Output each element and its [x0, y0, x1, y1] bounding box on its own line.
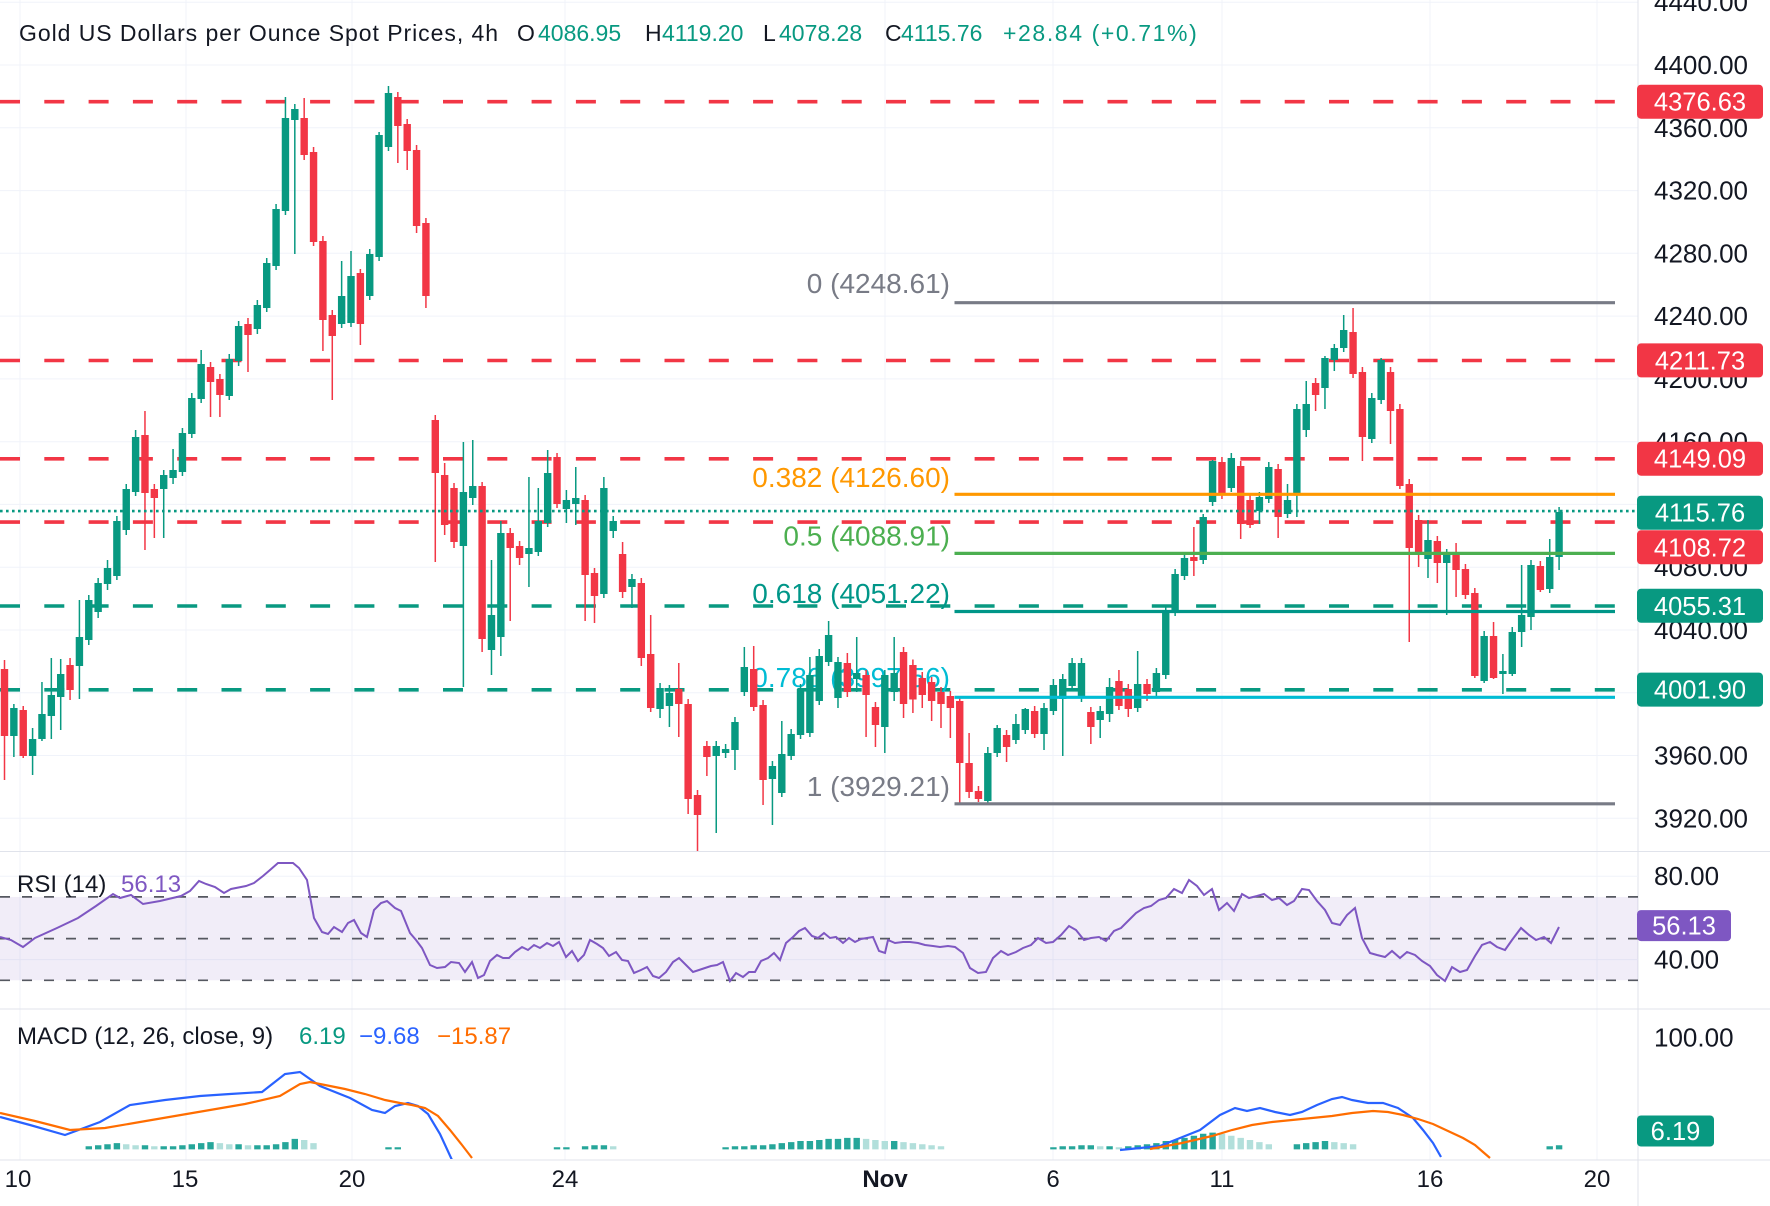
svg-text:C: C	[885, 20, 902, 46]
svg-text:11: 11	[1210, 1166, 1235, 1193]
svg-text:4001.90: 4001.90	[1654, 677, 1746, 705]
svg-text:3960.00: 3960.00	[1654, 741, 1748, 771]
svg-text:−15.87: −15.87	[437, 1023, 511, 1050]
svg-text:1 (3929.21): 1 (3929.21)	[807, 771, 950, 802]
svg-text:Nov: Nov	[862, 1166, 908, 1193]
svg-text:4400.00: 4400.00	[1654, 50, 1748, 80]
svg-text:4376.63: 4376.63	[1654, 89, 1746, 117]
svg-text:4108.72: 4108.72	[1654, 534, 1746, 562]
svg-text:15: 15	[172, 1166, 199, 1193]
svg-text:−9.68: −9.68	[359, 1023, 420, 1050]
svg-text:4119.20: 4119.20	[662, 20, 743, 46]
svg-text:O: O	[517, 20, 535, 46]
svg-text:0.5 (4088.91): 0.5 (4088.91)	[783, 521, 950, 552]
svg-text:+28.84 (+0.71%): +28.84 (+0.71%)	[1003, 20, 1198, 46]
svg-text:16: 16	[1417, 1166, 1444, 1193]
svg-text:RSI (14): RSI (14)	[17, 871, 106, 898]
svg-text:4240.00: 4240.00	[1654, 301, 1748, 331]
svg-text:56.13: 56.13	[121, 871, 181, 898]
svg-text:MACD (12, 26, close, 9): MACD (12, 26, close, 9)	[17, 1023, 273, 1050]
svg-text:6.19: 6.19	[1651, 1118, 1701, 1146]
svg-text:4149.09: 4149.09	[1654, 446, 1746, 474]
svg-text:0.786 (3997.56): 0.786 (3997.56)	[752, 662, 950, 693]
svg-text:80.00: 80.00	[1654, 861, 1719, 891]
svg-text:4280.00: 4280.00	[1654, 238, 1748, 268]
svg-text:40.00: 40.00	[1654, 945, 1719, 975]
svg-text:4086.95: 4086.95	[538, 20, 621, 46]
svg-text:4055.31: 4055.31	[1654, 593, 1746, 621]
svg-text:20: 20	[1584, 1166, 1611, 1193]
svg-text:6: 6	[1046, 1166, 1059, 1193]
svg-text:0.618 (4051.22): 0.618 (4051.22)	[752, 578, 950, 609]
svg-text:56.13: 56.13	[1652, 913, 1716, 941]
svg-text:4320.00: 4320.00	[1654, 176, 1748, 206]
svg-text:Gold US Dollars per Ounce Spot: Gold US Dollars per Ounce Spot Prices, 4…	[19, 20, 499, 46]
svg-text:4115.76: 4115.76	[901, 20, 982, 46]
svg-text:4440.00: 4440.00	[1654, 0, 1748, 17]
svg-text:6.19: 6.19	[299, 1023, 346, 1050]
svg-text:H: H	[645, 20, 662, 46]
svg-text:4078.28: 4078.28	[779, 20, 862, 46]
svg-text:24: 24	[552, 1166, 579, 1193]
svg-text:100.00: 100.00	[1654, 1023, 1734, 1053]
svg-text:10: 10	[5, 1166, 32, 1193]
svg-text:4115.76: 4115.76	[1655, 500, 1745, 528]
svg-text:3920.00: 3920.00	[1654, 803, 1748, 833]
svg-text:L: L	[763, 20, 776, 46]
svg-text:0.382 (4126.60): 0.382 (4126.60)	[752, 462, 950, 493]
svg-text:0 (4248.61): 0 (4248.61)	[807, 268, 950, 299]
svg-text:4211.73: 4211.73	[1655, 347, 1745, 375]
svg-text:20: 20	[339, 1166, 366, 1193]
